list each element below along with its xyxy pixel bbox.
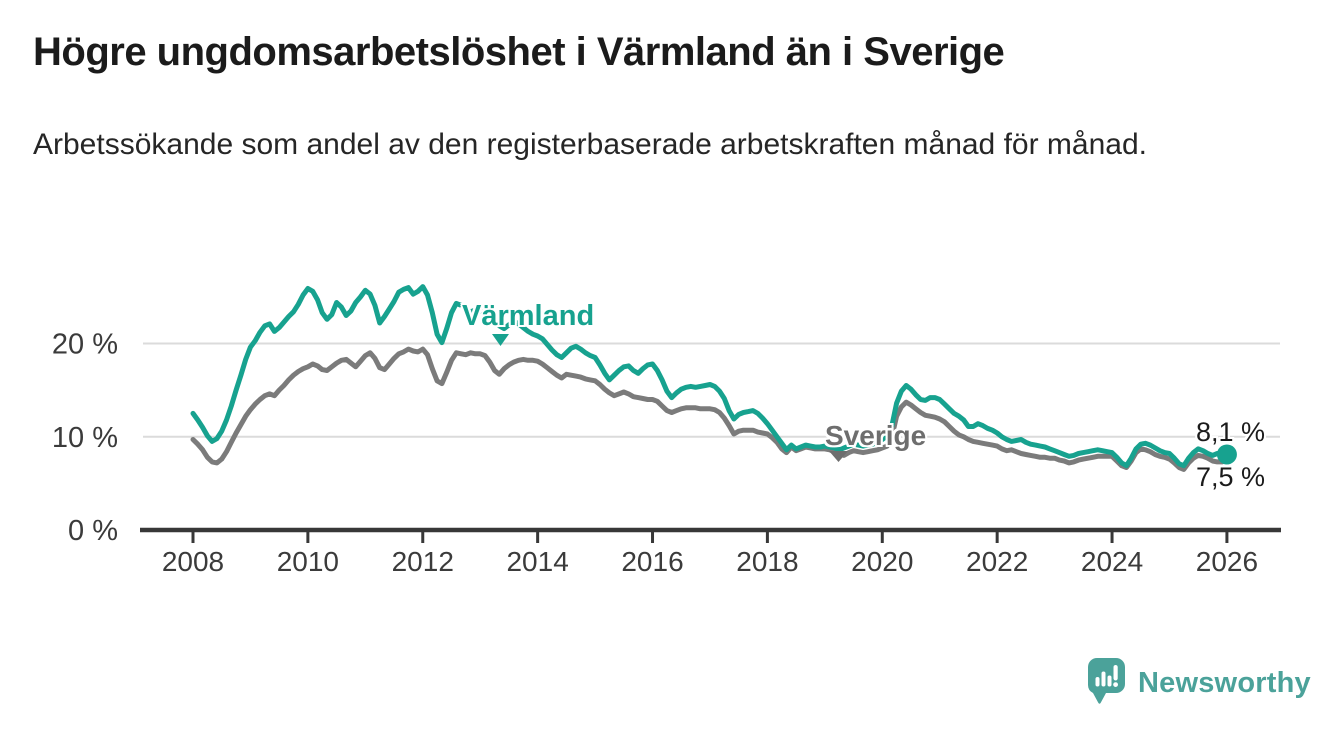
exclamation-stem: [1113, 665, 1118, 681]
bar-1: [1095, 677, 1100, 687]
x-tick-label-2026: 2026: [1196, 546, 1258, 577]
x-tick-label-2020: 2020: [851, 546, 913, 577]
speech-bubble-shape: [1088, 658, 1125, 704]
exclamation-dot: [1113, 682, 1118, 687]
sverige-label-pointer: [829, 451, 848, 462]
series-label-varmland: Värmland: [462, 300, 595, 332]
x-tick-label-2024: 2024: [1081, 546, 1143, 577]
newsworthy-logo-text: Newsworthy: [1138, 666, 1311, 699]
x-tick-label-2022: 2022: [966, 546, 1028, 577]
end-value-label-sverige: 7,5 %: [1196, 462, 1266, 492]
newsworthy-logo: Newsworthy: [1088, 658, 1311, 708]
line-sverige: [190, 346, 1230, 472]
x-tick-label-2008: 2008: [162, 546, 224, 577]
x-tick-label-2016: 2016: [621, 546, 683, 577]
y-tick-label-0pct: 0 %: [68, 515, 118, 547]
page-title: Högre ungdomsarbetslöshet i Värmland än …: [33, 30, 1005, 74]
page-subtitle: Arbetssökande som andel av den registerb…: [33, 128, 1147, 161]
x-tick-label-2018: 2018: [736, 546, 798, 577]
bar-3: [1107, 675, 1112, 687]
bar-2: [1101, 671, 1106, 687]
newsworthy-logo-icon: [1088, 658, 1125, 704]
x-tick-label-2014: 2014: [506, 546, 568, 577]
varmland-end-dot: [1216, 444, 1237, 465]
y-tick-label-20pct: 20 %: [52, 329, 118, 361]
varmland-label-pointer: [492, 334, 509, 346]
line-vrmland: [190, 284, 1230, 469]
x-tick-label-2012: 2012: [392, 546, 454, 577]
y-tick-label-10pct: 10 %: [52, 422, 118, 454]
x-tick-label-2010: 2010: [277, 546, 339, 577]
end-value-label-varmland: 8,1 %: [1196, 417, 1266, 447]
series-label-sverige: Sverige: [825, 420, 927, 451]
